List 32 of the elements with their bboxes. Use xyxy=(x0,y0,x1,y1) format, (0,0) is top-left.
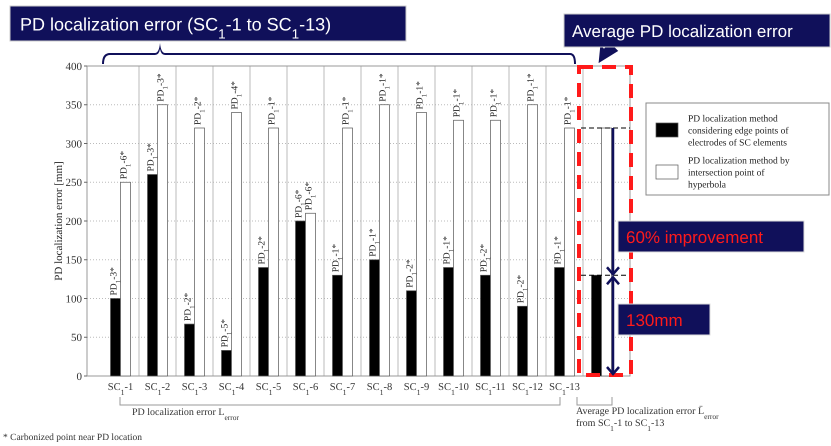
x-tick-label: SC$_{1}$-9 xyxy=(404,382,430,396)
x-tick-label: SC$_{1}$-6 xyxy=(292,382,318,396)
x-tick-label: SC$_{1}$-2 xyxy=(144,382,170,396)
y-tick-label: 100 xyxy=(66,293,82,306)
y-tick-label: 250 xyxy=(66,177,82,190)
text: PD localization error (SC$_{1}$-1 to SC$_{1}$-13) xyxy=(20,14,332,41)
x-tick-label: SC$_{1}$-13 xyxy=(549,382,580,396)
text: PD localization error L$_{error}$ xyxy=(132,407,240,422)
annotation: 130mm xyxy=(626,310,683,330)
y-axis-title: PD localization error [mm] xyxy=(53,161,65,281)
y-tick-label: 400 xyxy=(66,60,82,73)
y-tick-label: 50 xyxy=(71,332,82,344)
text: Average PD localization error xyxy=(572,22,794,41)
x-tick-label: SC$_{1}$-4 xyxy=(218,382,246,396)
x-tick-label: SC$_{1}$-1 xyxy=(108,382,134,396)
x-tick-label: SC$_{1}$-8 xyxy=(366,382,392,396)
x-tick-label: SC$_{1}$-10 xyxy=(438,382,469,396)
x-tick-label: SC$_{1}$-12 xyxy=(512,382,543,396)
text: * Carbonized point near PD location xyxy=(3,433,142,443)
y-tick-label: 150 xyxy=(66,254,82,267)
y-tick-label: 350 xyxy=(66,100,82,112)
x-tick-label: SC$_{1}$-11 xyxy=(475,382,506,396)
y-tick-label: 200 xyxy=(66,216,82,228)
legend-label: PD localization method by intersection point of hyperbola xyxy=(688,156,790,190)
text: Average PD localization error L̄$_{error}$ from SC$_{1}$-1 to SC$_{1}$-13 xyxy=(576,406,719,432)
annotation: 60% improvement xyxy=(626,228,764,247)
x-tick-label: SC$_{1}$-5 xyxy=(256,382,282,396)
x-tick-label: SC$_{1}$-3 xyxy=(182,382,208,396)
y-tick-label: 300 xyxy=(66,138,82,150)
x-tick-label: SC$_{1}$-7 xyxy=(330,382,356,396)
legend-label: PD localization method considering edge points of electrodes of SC elements xyxy=(688,114,790,148)
y-tick-label: 0 xyxy=(76,370,82,383)
